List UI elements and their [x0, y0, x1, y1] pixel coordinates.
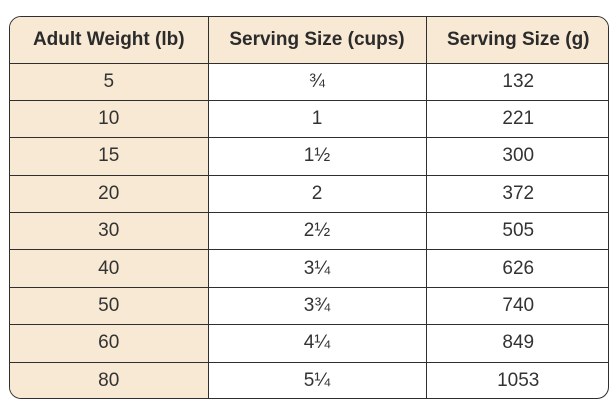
table-row: 5 ¾ 132: [10, 63, 608, 101]
header-adult-weight: Adult Weight (lb): [10, 17, 209, 64]
cell-serving-cups: 4¼: [208, 324, 427, 363]
table-row: 10 1 221: [10, 100, 608, 139]
cell-serving-grams: 626: [426, 249, 608, 288]
table-row: 20 2 372: [10, 175, 608, 214]
cell-serving-grams: 221: [426, 100, 608, 139]
header-serving-size-grams: Serving Size (g): [426, 17, 608, 64]
table-row: 40 3¼ 626: [10, 249, 608, 288]
cell-serving-cups: 3¾: [208, 287, 427, 326]
table-header: Adult Weight (lb) Serving Size (cups) Se…: [10, 17, 608, 64]
cell-adult-weight: 20: [10, 175, 209, 214]
serving-size-table-container: Adult Weight (lb) Serving Size (cups) Se…: [9, 16, 609, 399]
serving-size-table: Adult Weight (lb) Serving Size (cups) Se…: [10, 17, 608, 398]
table-row: 80 5¼ 1053: [10, 362, 608, 398]
cell-serving-grams: 505: [426, 212, 608, 251]
table-row: 15 1½ 300: [10, 137, 608, 176]
header-row: Adult Weight (lb) Serving Size (cups) Se…: [10, 17, 608, 64]
cell-serving-grams: 1053: [497, 370, 540, 392]
cell-serving-grams: 300: [426, 137, 608, 176]
cell-adult-weight: 50: [10, 287, 209, 326]
table-body: 5 ¾ 132 10 1 221 15 1½ 300 20 2 372 30 2: [10, 63, 608, 398]
cell-adult-weight: 40: [10, 249, 209, 288]
table-row: 60 4¼ 849: [10, 324, 608, 363]
table-row: 30 2½ 505: [10, 212, 608, 251]
header-serving-size-cups: Serving Size (cups): [208, 17, 427, 64]
cell-serving-cups: 1: [208, 100, 427, 139]
cell-serving-grams: 849: [426, 324, 608, 363]
cell-serving-cups: 5¼: [208, 362, 427, 398]
cell-serving-cups: 1½: [208, 137, 427, 176]
cell-serving-grams: 132: [426, 63, 608, 101]
cell-adult-weight: 30: [10, 212, 209, 251]
cell-adult-weight: 80: [10, 362, 209, 398]
cell-adult-weight: 10: [10, 100, 209, 139]
cell-serving-cups: 2: [208, 175, 427, 214]
table-row: 50 3¾ 740: [10, 287, 608, 326]
cell-adult-weight: 15: [10, 137, 209, 176]
cell-serving-cups: 2½: [208, 212, 427, 251]
cell-serving-grams: 372: [426, 175, 608, 214]
cell-serving-cups: 3¼: [208, 249, 427, 288]
cell-serving-cups: ¾: [208, 63, 427, 101]
cell-serving-grams: 740: [426, 287, 608, 326]
cell-adult-weight: 60: [10, 324, 209, 363]
cell-adult-weight: 5: [10, 63, 209, 101]
